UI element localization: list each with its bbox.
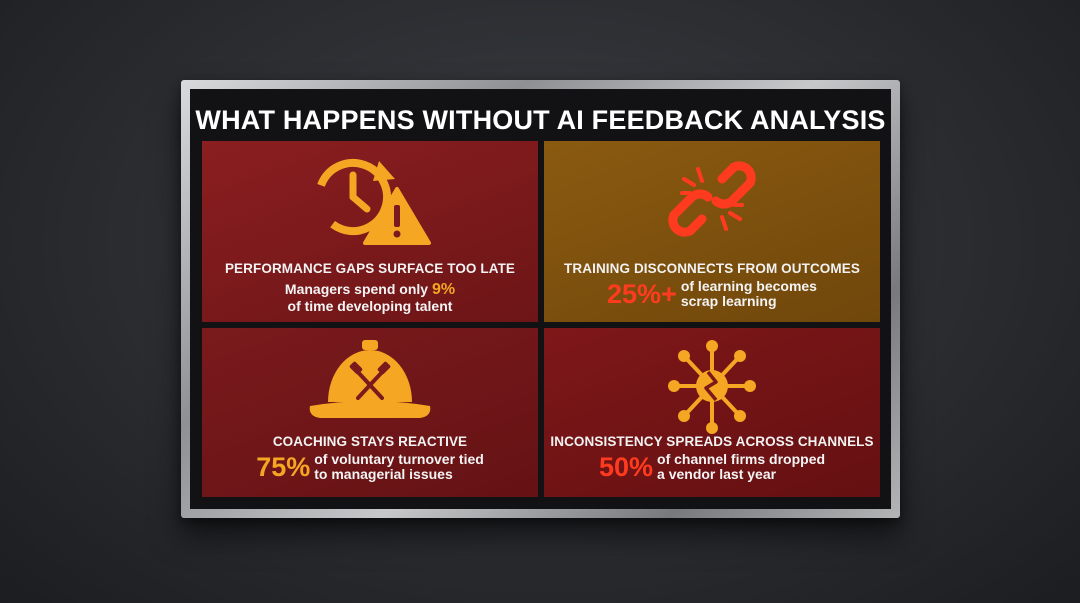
page-title: WHAT HAPPENS WITHOUT AI FEEDBACK ANALYSI… [195, 105, 886, 135]
panel-heading: INCONSISTENCY SPREADS ACROSS CHANNELS [550, 434, 874, 449]
broken-chain-icon [668, 161, 756, 237]
stat-text-2: to managerial issues [314, 466, 453, 482]
fractured-network-icon [668, 340, 756, 434]
stat-description: of learning becomes scrap learning [681, 279, 817, 309]
panel-inconsistency-spreads: INCONSISTENCY SPREADS ACROSS CHANNELS 50… [544, 328, 880, 497]
clock-warning-icon [315, 159, 431, 245]
stat-row: 50% of channel firms dropped a vendor la… [544, 452, 880, 482]
stat-description: of voluntary turnover tied to managerial… [314, 452, 484, 482]
display-screen: WHAT HAPPENS WITHOUT AI FEEDBACK ANALYSI… [190, 89, 891, 509]
stat-row: Managers spend only 9% of time developin… [202, 281, 538, 314]
stat-value: 75% [256, 451, 311, 482]
stat-text: of channel firms dropped [657, 451, 826, 467]
panel-heading: TRAINING DISCONNECTS FROM OUTCOMES [564, 261, 860, 276]
panel-performance-gaps: PERFORMANCE GAPS SURFACE TOO LATE Manage… [202, 141, 538, 322]
hard-hat-icon [309, 340, 431, 418]
display-frame: WHAT HAPPENS WITHOUT AI FEEDBACK ANALYSI… [181, 80, 900, 518]
panel-heading: PERFORMANCE GAPS SURFACE TOO LATE [224, 261, 516, 276]
stat-description: Managers spend only 9% of time developin… [285, 281, 455, 314]
stat-text: Managers spend only [284, 281, 432, 297]
stat-description: of channel firms dropped a vendor last y… [657, 452, 825, 482]
stat-row: 75% of voluntary turnover tied to manage… [202, 452, 538, 482]
panel-training-disconnects: TRAINING DISCONNECTS FROM OUTCOMES 25%+ … [544, 141, 880, 322]
panel-heading: COACHING STAYS REACTIVE [272, 434, 468, 449]
panel-coaching-reactive: COACHING STAYS REACTIVE 75% of voluntary… [202, 328, 538, 497]
stat-text-2: scrap learning [680, 293, 777, 309]
stat-value: 50% [598, 451, 654, 482]
stat-row: 25%+ of learning becomes scrap learning [544, 279, 880, 309]
stat-text-2: of time developing talent [287, 298, 453, 314]
stat-text: of voluntary turnover tied [314, 451, 484, 467]
stat-value: 25%+ [607, 278, 677, 309]
stat-text: of learning becomes [680, 278, 817, 294]
stat-value: 9% [431, 281, 456, 298]
stat-text-2: a vendor last year [657, 466, 777, 482]
